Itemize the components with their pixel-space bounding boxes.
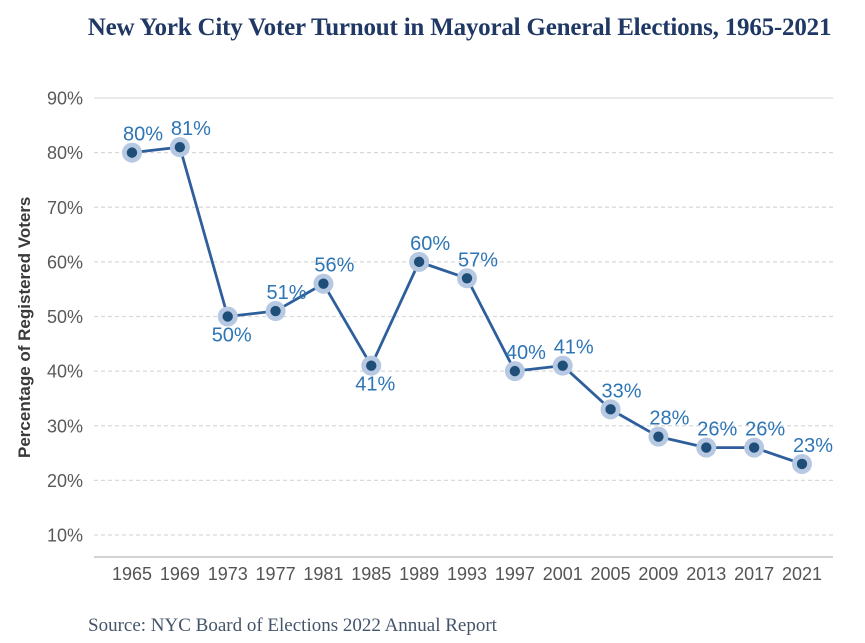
y-tick-label: 90%: [47, 89, 83, 109]
data-point: [222, 311, 233, 322]
x-tick-label: 1969: [160, 564, 200, 584]
x-tick-label: 1977: [256, 564, 296, 584]
data-point-label: 81%: [171, 118, 211, 140]
x-tick-label: 1993: [447, 564, 487, 584]
data-point: [318, 278, 329, 289]
data-point-label: 41%: [355, 374, 395, 396]
data-point: [701, 442, 712, 453]
y-tick-label: 40%: [47, 362, 83, 382]
data-point: [605, 404, 616, 415]
x-tick-label: 2013: [686, 564, 726, 584]
x-tick-label: 2009: [638, 564, 678, 584]
x-tick-label: 2021: [782, 564, 822, 584]
data-point-label: 26%: [697, 419, 737, 441]
data-point-label: 23%: [793, 435, 833, 457]
y-tick-label: 60%: [47, 252, 83, 272]
chart-title: New York City Voter Turnout in Mayoral G…: [87, 14, 832, 41]
y-tick-label: 10%: [47, 526, 83, 546]
data-point-label: 26%: [745, 419, 785, 441]
data-point-label: 41%: [554, 337, 594, 359]
x-tick-label: 2001: [543, 564, 583, 584]
x-tick-label: 1985: [351, 564, 391, 584]
data-point: [796, 458, 808, 470]
x-tick-label: 2005: [591, 564, 631, 584]
data-point-label: 57%: [458, 249, 498, 271]
data-point: [509, 365, 521, 377]
x-tick-label: 2017: [734, 564, 774, 584]
data-point: [126, 147, 138, 158]
trend-line: [130, 145, 804, 466]
y-tick-label: 70%: [47, 198, 83, 218]
data-point-label: 40%: [506, 342, 546, 364]
data-point-label: 33%: [602, 380, 642, 402]
data-point: [653, 431, 664, 442]
data-point: [461, 273, 473, 284]
data-point-label: 60%: [410, 233, 450, 255]
y-tick-label: 20%: [47, 471, 83, 491]
y-tick-label: 50%: [47, 307, 83, 327]
data-point-label: 28%: [649, 408, 689, 430]
data-point: [413, 256, 425, 268]
data-point: [366, 360, 377, 371]
x-tick-label: 1965: [112, 564, 152, 584]
data-point-label: 51%: [267, 282, 307, 304]
data-point: [270, 305, 281, 317]
x-tick-label: 1997: [495, 564, 535, 584]
data-point: [557, 360, 568, 371]
data-point-label: 50%: [212, 325, 252, 347]
y-tick-label: 30%: [47, 416, 83, 436]
data-point: [748, 442, 760, 453]
data-point-label: 80%: [123, 124, 163, 146]
x-tick-label: 1989: [399, 564, 439, 584]
data-point: [174, 141, 186, 153]
y-tick-label: 80%: [47, 143, 83, 163]
x-tick-label: 1981: [303, 564, 343, 584]
source-note: Source: NYC Board of Elections 2022 Annu…: [88, 615, 497, 636]
x-tick-label: 1973: [208, 564, 248, 584]
data-point-label: 56%: [314, 255, 354, 277]
